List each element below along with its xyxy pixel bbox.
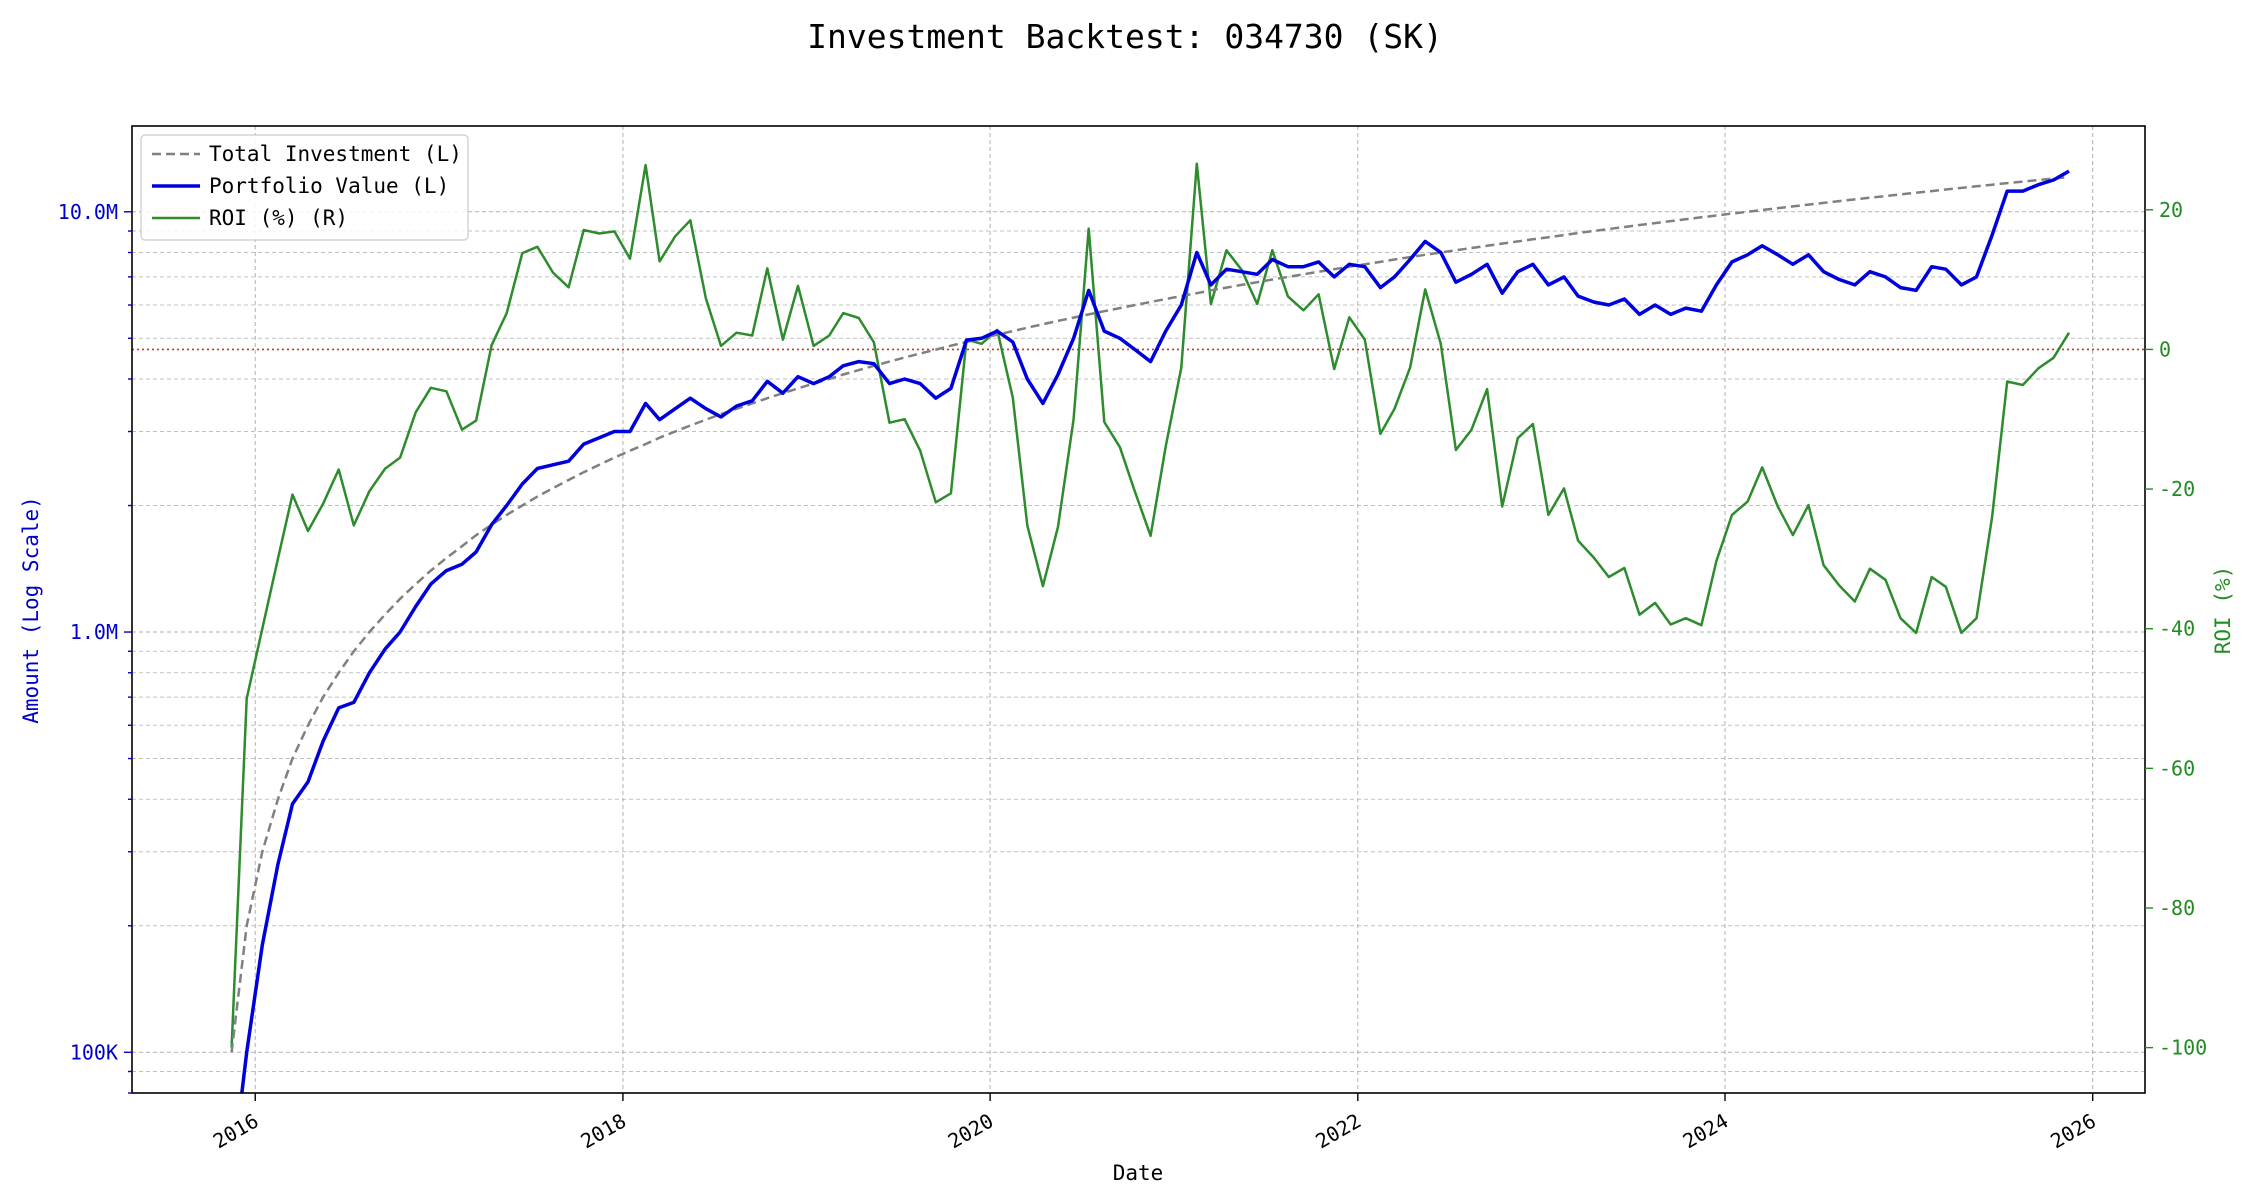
legend: Total Investment (L) Portfolio Value (L)… xyxy=(140,134,469,241)
legend-roi: ROI (%) (R) xyxy=(209,206,348,230)
y-right-tick-label: -40 xyxy=(2159,617,2195,641)
y-axis-right-label: ROI (%) xyxy=(2211,566,2235,655)
y-right-tick-label: -80 xyxy=(2159,896,2195,920)
y-right-tick-label: 0 xyxy=(2159,337,2171,361)
x-tick-label: 2024 xyxy=(1679,1108,1733,1153)
x-tick-label: 2018 xyxy=(577,1108,631,1153)
y-axis-left: 100K 1.0M 10.0M xyxy=(58,200,132,1094)
x-tick-label: 2026 xyxy=(2046,1108,2100,1153)
legend-total: Total Investment (L) xyxy=(209,142,462,166)
x-tick-label: 2020 xyxy=(944,1108,998,1153)
y-left-tick-label: 1.0M xyxy=(70,620,118,644)
x-axis: 2016 2018 2020 2022 2024 2026 xyxy=(209,1093,2100,1153)
y-axis-right: -100 -80 -60 -40 -20 0 20 xyxy=(2145,198,2207,1060)
y-right-tick-label: 20 xyxy=(2159,198,2183,222)
y-right-tick-label: -100 xyxy=(2159,1036,2207,1060)
y-left-tick-label: 10.0M xyxy=(58,200,118,224)
portfolio-value-line xyxy=(240,169,2070,1093)
roi-line xyxy=(230,162,2071,1048)
y-right-tick-label: -60 xyxy=(2159,756,2195,780)
x-tick-label: 2022 xyxy=(1311,1108,1365,1153)
grid xyxy=(132,126,2145,1094)
total-investment-line xyxy=(230,175,2070,1053)
x-tick-label: 2016 xyxy=(209,1108,263,1153)
legend-box xyxy=(140,134,469,241)
legend-portfolio: Portfolio Value (L) xyxy=(209,174,449,198)
x-axis-label: Date xyxy=(1113,1161,1164,1185)
y-left-tick-label: 100K xyxy=(70,1040,118,1064)
y-axis-left-label: Amount (Log Scale) xyxy=(19,496,43,724)
chart-title: Investment Backtest: 034730 (SK) xyxy=(807,17,1443,56)
series-layer xyxy=(230,162,2071,1093)
plot-frame xyxy=(131,125,2146,1094)
y-right-tick-label: -20 xyxy=(2159,477,2195,501)
